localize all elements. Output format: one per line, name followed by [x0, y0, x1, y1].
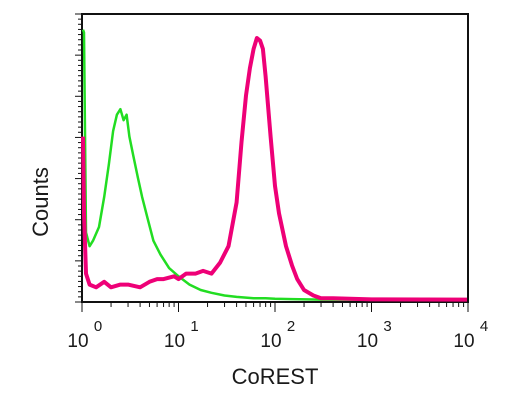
x-tick-base: 10: [164, 331, 185, 352]
plot-frame: [81, 13, 469, 303]
series-layer: [81, 29, 468, 302]
x-tick-label: 10 3: [357, 318, 392, 352]
series-line-2: [81, 36, 468, 302]
x-tick-label: 10 1: [164, 318, 199, 352]
y-axis-title: Counts: [28, 167, 53, 237]
x-tick-label: 10 2: [260, 318, 295, 352]
x-tick-labels: 10 0 10 1 10 2 10 3 10 4: [67, 318, 488, 352]
x-tick-label: 10 0: [67, 318, 102, 352]
x-tick-exponent: 0: [94, 318, 102, 335]
x-axis-title: CoREST: [232, 364, 319, 389]
x-axis-ticks: [81, 302, 469, 312]
x-tick-exponent: 1: [190, 318, 198, 335]
series-line-1: [81, 29, 467, 301]
x-tick-exponent: 4: [480, 318, 488, 335]
y-axis-ticks: [75, 13, 82, 303]
x-tick-exponent: 2: [287, 318, 295, 335]
x-tick-base: 10: [453, 331, 474, 352]
x-tick-exponent: 3: [383, 318, 391, 335]
x-tick-base: 10: [357, 331, 378, 352]
x-tick-base: 10: [67, 331, 88, 352]
x-tick-base: 10: [260, 331, 281, 352]
x-tick-label: 10 4: [453, 318, 488, 352]
